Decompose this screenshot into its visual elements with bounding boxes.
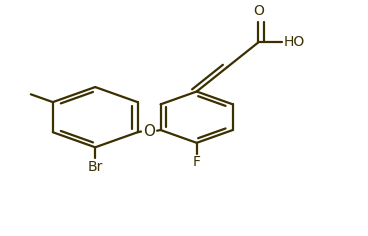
- Text: O: O: [253, 4, 264, 18]
- Text: Br: Br: [88, 160, 103, 173]
- Text: F: F: [193, 155, 201, 169]
- Text: O: O: [143, 124, 155, 139]
- Text: HO: HO: [283, 35, 305, 49]
